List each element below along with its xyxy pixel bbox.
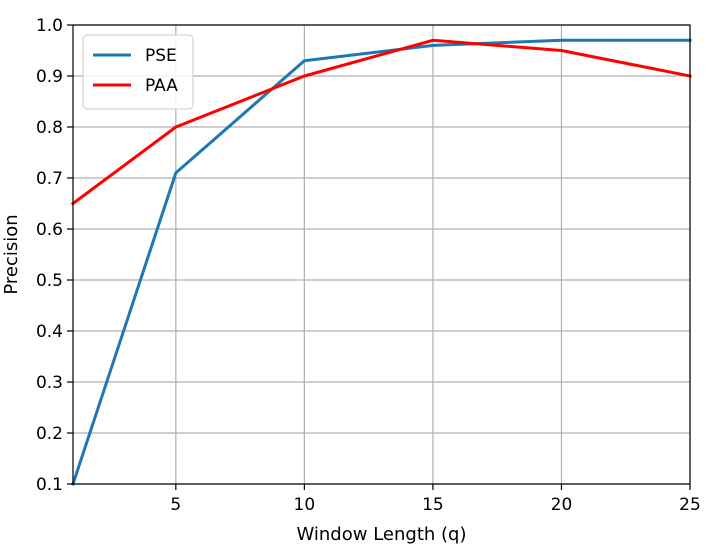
y-tick-label: 0.7 — [36, 169, 63, 189]
y-tick-label: 1.0 — [36, 16, 63, 36]
y-tick-label: 0.2 — [36, 424, 63, 444]
series-lines — [70, 38, 692, 486]
y-tick-label: 0.6 — [36, 220, 63, 240]
x-tick-label: 5 — [170, 495, 181, 515]
plot-frame — [72, 24, 691, 485]
series-line-paa — [70, 38, 692, 206]
series-line-pse — [71, 38, 692, 486]
legend-label-pse: PSE — [145, 46, 177, 66]
axis-ticks: 0.1 0.2 0.3 0.4 0.5 0.6 0.7 0.8 0.9 1.0 5 10 15 20 25 — [36, 16, 701, 515]
y-tick-label: 0.8 — [36, 118, 63, 138]
y-tick-label: 0.1 — [36, 475, 63, 495]
x-axis-label: Window Length (q) — [297, 524, 467, 545]
y-tick-label: 0.4 — [36, 322, 63, 342]
x-tick-label: 25 — [679, 495, 701, 515]
y-axis-label: Precision — [1, 214, 22, 294]
y-tick-label: 0.5 — [36, 271, 63, 291]
y-tick-label: 0.3 — [36, 373, 63, 393]
y-tick-label: 0.9 — [36, 67, 63, 87]
x-tick-label: 15 — [422, 495, 444, 515]
x-tick-label: 10 — [294, 495, 316, 515]
legend: PSE PAA — [82, 34, 194, 110]
x-tick-label: 20 — [551, 495, 573, 515]
legend-label-paa: PAA — [145, 76, 178, 96]
